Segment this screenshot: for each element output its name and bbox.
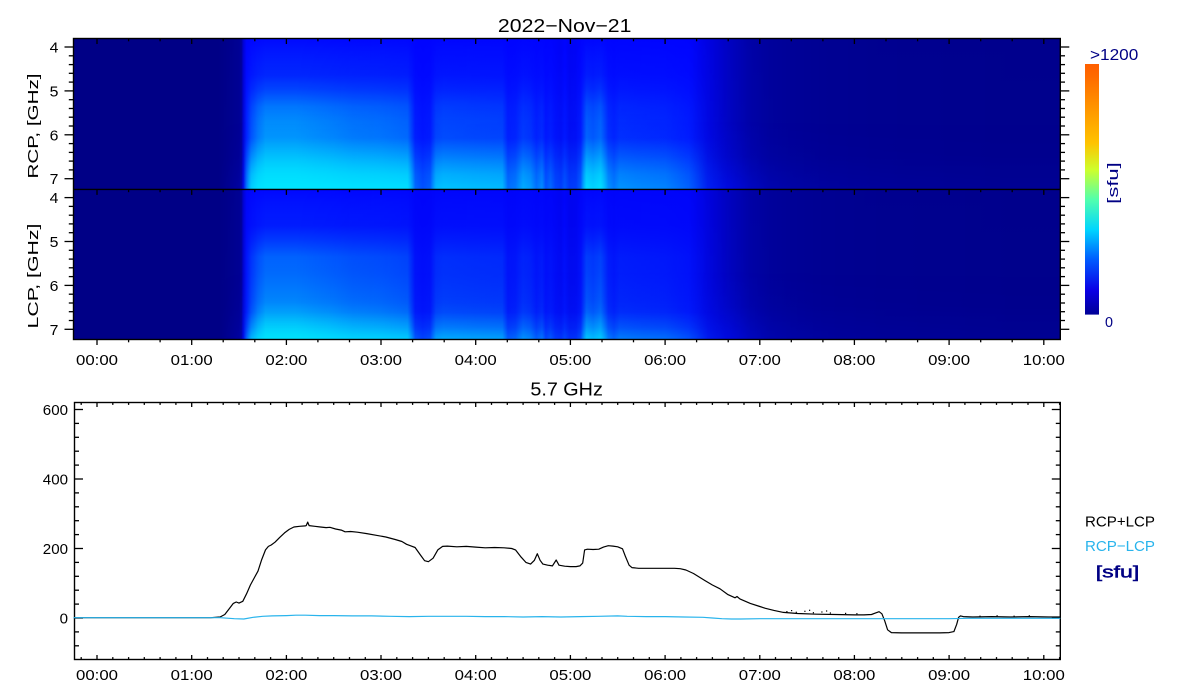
svg-text:03:00: 03:00 [360,352,402,369]
svg-text:04:00: 04:00 [455,667,497,684]
svg-text:7: 7 [50,322,59,339]
svg-text:6: 6 [50,127,59,144]
svg-text:02:00: 02:00 [265,667,307,684]
svg-text:>1200: >1200 [1090,47,1139,64]
svg-text:06:00: 06:00 [644,667,686,684]
svg-text:0: 0 [60,611,68,628]
svg-text:06:00: 06:00 [644,352,686,369]
svg-text:10:00: 10:00 [1023,352,1065,369]
svg-text:4: 4 [50,190,59,207]
svg-text:RCP−LCP: RCP−LCP [1085,538,1155,555]
svg-text:03:00: 03:00 [360,667,402,684]
svg-text:5.7 GHz: 5.7 GHz [530,378,603,399]
svg-text:400: 400 [43,472,68,489]
svg-text:[sfu]: [sfu] [1106,162,1122,204]
svg-text:600: 600 [43,402,68,419]
svg-text:08:00: 08:00 [833,352,875,369]
svg-text:[sfu]: [sfu] [1096,564,1140,582]
svg-text:RCP+LCP: RCP+LCP [1085,514,1155,531]
svg-text:RCP, [GHz]: RCP, [GHz] [25,74,42,179]
svg-text:07:00: 07:00 [739,667,781,684]
svg-text:5: 5 [50,83,59,100]
svg-text:05:00: 05:00 [549,352,591,369]
svg-text:09:00: 09:00 [928,352,970,369]
svg-text:02:00: 02:00 [265,352,307,369]
svg-text:10:00: 10:00 [1023,667,1065,684]
svg-text:00:00: 00:00 [76,667,118,684]
svg-text:5: 5 [50,234,59,251]
svg-text:LCP, [GHz]: LCP, [GHz] [25,224,42,329]
svg-text:6: 6 [50,278,59,295]
svg-text:4: 4 [50,40,59,57]
svg-text:07:00: 07:00 [739,352,781,369]
svg-text:00:00: 00:00 [76,352,118,369]
svg-text:05:00: 05:00 [549,667,591,684]
svg-text:04:00: 04:00 [455,352,497,369]
svg-text:0: 0 [1105,314,1113,331]
svg-text:2022−Nov−21: 2022−Nov−21 [498,15,632,36]
svg-text:01:00: 01:00 [171,352,213,369]
svg-text:200: 200 [43,541,68,558]
svg-text:7: 7 [50,171,59,188]
svg-text:08:00: 08:00 [833,667,875,684]
svg-text:01:00: 01:00 [171,667,213,684]
svg-text:09:00: 09:00 [928,667,970,684]
